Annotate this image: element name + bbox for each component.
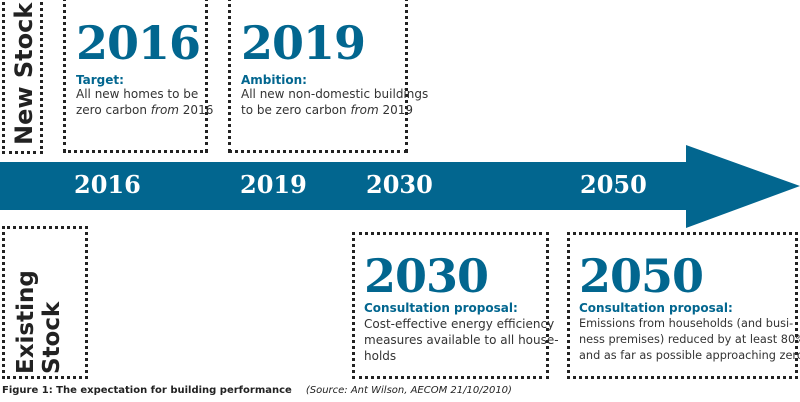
existing-stock-box: Existing Stock (2, 226, 88, 379)
timeline-year: 2030 (366, 170, 433, 199)
timeline-year: 2050 (580, 170, 647, 199)
card-heading: Consultation proposal: (579, 301, 733, 315)
card-text: ness premises) reduced by at least 80% (579, 333, 800, 346)
existing-stock-label: Existing Stock (13, 270, 65, 374)
new-stock-label: New Stock (10, 2, 38, 145)
card-text: zero carbon from 2016 (76, 103, 214, 117)
card-text: measures available to all house- (364, 333, 559, 347)
card-heading: Ambition: (241, 73, 307, 87)
caption-source: (Source: Ant Wilson, AECOM 21/10/2010) (305, 385, 512, 396)
card-text: to be zero carbon from 2019 (241, 103, 414, 117)
card-2016: 2016 Target: All new homes to be zero ca… (63, 0, 213, 153)
timeline-year: 2016 (74, 170, 141, 199)
card-heading: Consultation proposal: (364, 301, 518, 315)
card-2050: 2050 Consultation proposal: Emissions fr… (567, 232, 800, 379)
card-2019: 2019 Ambition: All new non-domestic buil… (228, 0, 428, 153)
new-stock-box: New Stock (2, 0, 43, 154)
existing-label-line: Stock (39, 301, 65, 374)
card-2030: 2030 Consultation proposal: Cost-effecti… (352, 232, 559, 379)
card-year: 2050 (579, 249, 704, 303)
figure-caption: Figure 1: The expectation for building p… (2, 385, 512, 396)
card-text: Cost-effective energy efficiency (364, 317, 555, 331)
card-text: and as far as possible approaching zero (579, 349, 800, 362)
card-text: All new homes to be (76, 87, 199, 101)
card-year: 2016 (76, 16, 201, 70)
card-year: 2019 (241, 16, 366, 70)
card-text: holds (364, 349, 397, 363)
card-year: 2030 (364, 249, 489, 303)
caption-title: Figure 1: The expectation for building p… (2, 385, 292, 396)
existing-label-line: Existing (13, 270, 39, 374)
card-text: All new non-domestic buildings (241, 87, 429, 101)
card-text: Emissions from households (and busi- (579, 317, 794, 330)
timeline-year: 2019 (240, 170, 307, 199)
card-heading: Target: (76, 73, 124, 87)
